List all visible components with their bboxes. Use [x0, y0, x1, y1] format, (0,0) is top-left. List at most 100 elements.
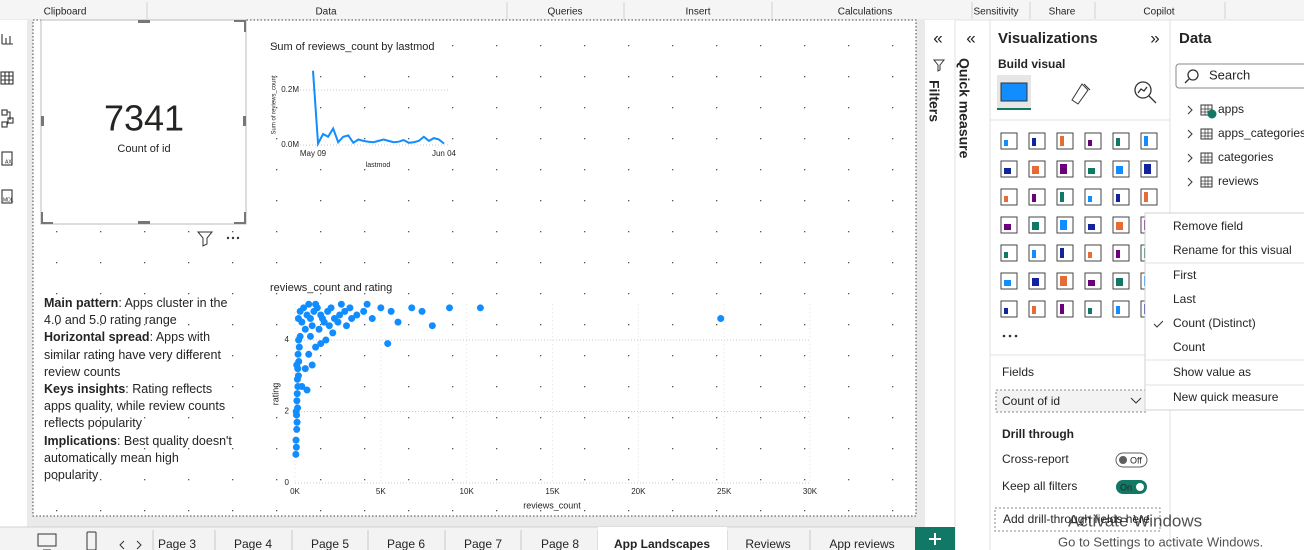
visual-type-icon[interactable] [1084, 244, 1102, 262]
text-bold: Implications [44, 433, 117, 448]
more-options[interactable] [226, 236, 240, 240]
scatter-point [306, 332, 314, 340]
field-chevron[interactable] [1130, 397, 1142, 404]
visual-type-icon[interactable] [1140, 188, 1158, 206]
page-tab[interactable]: App reviews [829, 537, 894, 550]
visual-type-accent [1116, 250, 1120, 258]
visual-type-icon[interactable] [1056, 300, 1074, 318]
viz-title: Visualizations [998, 30, 1098, 47]
page-tab[interactable]: Reviews [745, 537, 790, 550]
visual-type-icon[interactable] [1028, 160, 1046, 178]
visual-type-icon[interactable] [1056, 188, 1074, 206]
visual-type-icon[interactable] [1112, 300, 1130, 318]
visual-type-icon[interactable] [1000, 244, 1018, 262]
visual-type-icon[interactable] [1140, 160, 1158, 178]
visual-type-icon[interactable] [1084, 272, 1102, 290]
menu-item[interactable]: Count (Distinct) [1173, 316, 1256, 330]
visual-type-icon[interactable] [1028, 272, 1046, 290]
visual-type-icon[interactable] [1140, 132, 1158, 150]
visual-type-icon[interactable] [1112, 272, 1130, 290]
scatter-point [368, 315, 376, 323]
visual-type-icon[interactable] [1056, 160, 1074, 178]
menu-item[interactable]: Last [1173, 292, 1196, 306]
visual-type-accent [1060, 192, 1064, 202]
visual-type-icon[interactable] [1000, 188, 1018, 206]
context-menu[interactable] [1144, 212, 1304, 411]
table-name[interactable]: categories [1218, 150, 1273, 164]
x-tick-label: 5K [376, 487, 386, 496]
visual-type-icon[interactable] [1028, 188, 1046, 206]
expand-chevron[interactable] [1187, 153, 1193, 163]
visual-type-icon[interactable] [1112, 244, 1130, 262]
visual-type-icon[interactable] [1000, 300, 1018, 318]
page-tab[interactable]: Page 5 [311, 537, 349, 550]
visual-type-icon[interactable] [1084, 300, 1102, 318]
scatter-point [293, 418, 301, 426]
filter-icon[interactable] [196, 231, 214, 247]
filters-pane[interactable] [925, 20, 955, 550]
menu-item[interactable]: First [1173, 268, 1197, 282]
visual-type-icon[interactable] [1028, 300, 1046, 318]
expand-chevron[interactable] [1187, 177, 1193, 187]
visual-type-accent [1088, 196, 1092, 202]
visual-type-icon[interactable] [1028, 132, 1046, 150]
scatter-point [305, 350, 313, 358]
expand-chevron[interactable] [1187, 105, 1193, 115]
card-value: 7341 [104, 98, 184, 139]
drill-drop-zone[interactable] [994, 507, 1161, 532]
visual-type-icon[interactable] [1084, 132, 1102, 150]
page-tab[interactable]: Page 6 [387, 537, 425, 550]
visual-type-icon[interactable] [1112, 188, 1130, 206]
visual-type-icon[interactable] [1112, 160, 1130, 178]
visual-type-icon[interactable] [1028, 216, 1046, 234]
visual-type-icon[interactable] [1056, 216, 1074, 234]
page-tab[interactable]: App Landscapes [614, 537, 710, 550]
table-name[interactable]: apps [1218, 102, 1244, 116]
menu-item[interactable]: New quick measure [1173, 390, 1279, 404]
table-name[interactable]: apps_categories [1218, 126, 1304, 140]
ribbon-group-label: Insert [685, 7, 710, 18]
page-tab[interactable]: Page 3 [158, 537, 196, 550]
visual-type-icon[interactable] [1056, 244, 1074, 262]
collapse-quick-measure[interactable]: « [966, 28, 975, 47]
x-tick-label: 15K [545, 487, 560, 496]
page-tab[interactable]: Page 7 [464, 537, 502, 550]
visual-type-icon[interactable] [1056, 272, 1074, 290]
menu-item[interactable]: Count [1173, 340, 1206, 354]
view-icons[interactable] [37, 531, 142, 550]
analytics-icon[interactable] [1134, 81, 1157, 104]
expand-chevron[interactable] [1187, 129, 1193, 139]
page-tab[interactable]: Page 8 [541, 537, 579, 550]
format-icon[interactable] [1071, 83, 1091, 105]
visual-type-icon[interactable] [1112, 216, 1130, 234]
drill-through-label: Drill through [1002, 427, 1074, 441]
visual-type-icon[interactable] [1000, 216, 1018, 234]
menu-item[interactable]: Rename for this visual [1173, 243, 1292, 257]
text-box[interactable]: Main pattern: Apps cluster in the 4.0 an… [44, 295, 236, 484]
visual-type-icon[interactable] [1028, 244, 1046, 262]
scatter-point [294, 372, 302, 380]
visual-type-icon[interactable] [1000, 272, 1018, 290]
visual-type-icon[interactable] [1000, 160, 1018, 178]
text-paragraph: Implications: Best quality doesn't autom… [44, 433, 236, 485]
menu-item[interactable]: Remove field [1173, 219, 1243, 233]
text-run: : Apps with similar rating have very dif… [44, 330, 221, 379]
card-visual[interactable] [40, 19, 247, 225]
more-visuals[interactable] [1002, 334, 1018, 338]
ribbon-group-label: Queries [547, 7, 582, 18]
menu-item[interactable]: Show value as [1173, 365, 1251, 379]
visual-type-icon[interactable] [1000, 132, 1018, 150]
search-box[interactable] [1175, 63, 1304, 89]
scatter-point [408, 304, 416, 312]
expand-viz[interactable]: » [1150, 28, 1159, 47]
visual-type-accent [1116, 166, 1123, 174]
visual-type-icon[interactable] [1084, 160, 1102, 178]
collapse-filters[interactable]: « [933, 28, 942, 47]
page-tab[interactable]: Page 4 [234, 537, 272, 550]
table-name[interactable]: reviews [1218, 174, 1259, 188]
visual-type-icon[interactable] [1084, 216, 1102, 234]
visual-type-icon[interactable] [1112, 132, 1130, 150]
visual-type-icon[interactable] [1084, 188, 1102, 206]
table-icon-lines [1201, 177, 1212, 187]
visual-type-icon[interactable] [1056, 132, 1074, 150]
